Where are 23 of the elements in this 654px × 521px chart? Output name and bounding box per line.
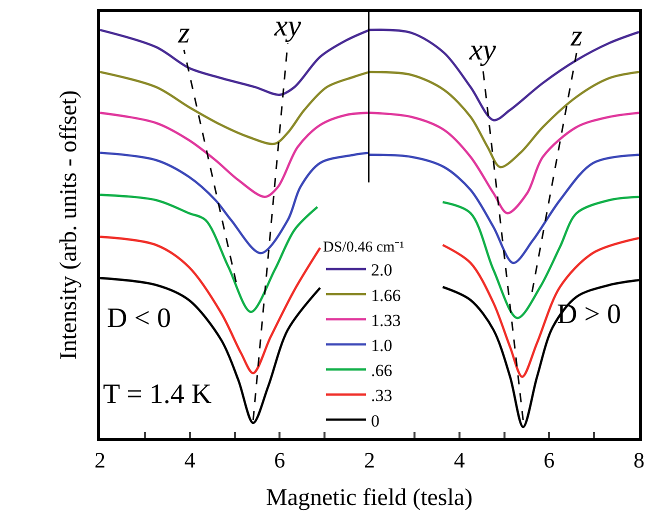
series-label: xy [468,34,497,67]
legend-label: .33 [370,386,392,406]
x-tick-label: 6 [274,447,286,472]
x-tick-label: 6 [544,447,555,472]
legend-label: .66 [370,361,392,380]
legend-label: 1.0 [370,336,392,355]
legend-label: 1.33 [370,310,401,330]
x-axis-title: Magnetic field (tesla) [266,485,473,511]
legend-label: 1.66 [370,286,401,305]
x-tick-label: 8 [634,447,644,472]
legend-label: 2.0 [370,260,392,280]
x-tick-label: 4 [454,447,465,472]
legend-label: 0 [370,411,380,430]
y-axis-title: Intensity (arb. units - offset) [56,90,82,360]
annotation: T = 1.4 K [103,379,212,410]
series-label: z [570,19,583,52]
x-tick-label: 4 [184,447,196,472]
annotation: D < 0 [107,303,172,334]
x-tick-label: 2 [94,447,106,472]
series-label: z [177,16,190,50]
legend-title: DS/0.46 cm⁻¹ [322,240,404,256]
series-label: xy [273,10,302,43]
x-tick-label: 2 [364,447,375,472]
